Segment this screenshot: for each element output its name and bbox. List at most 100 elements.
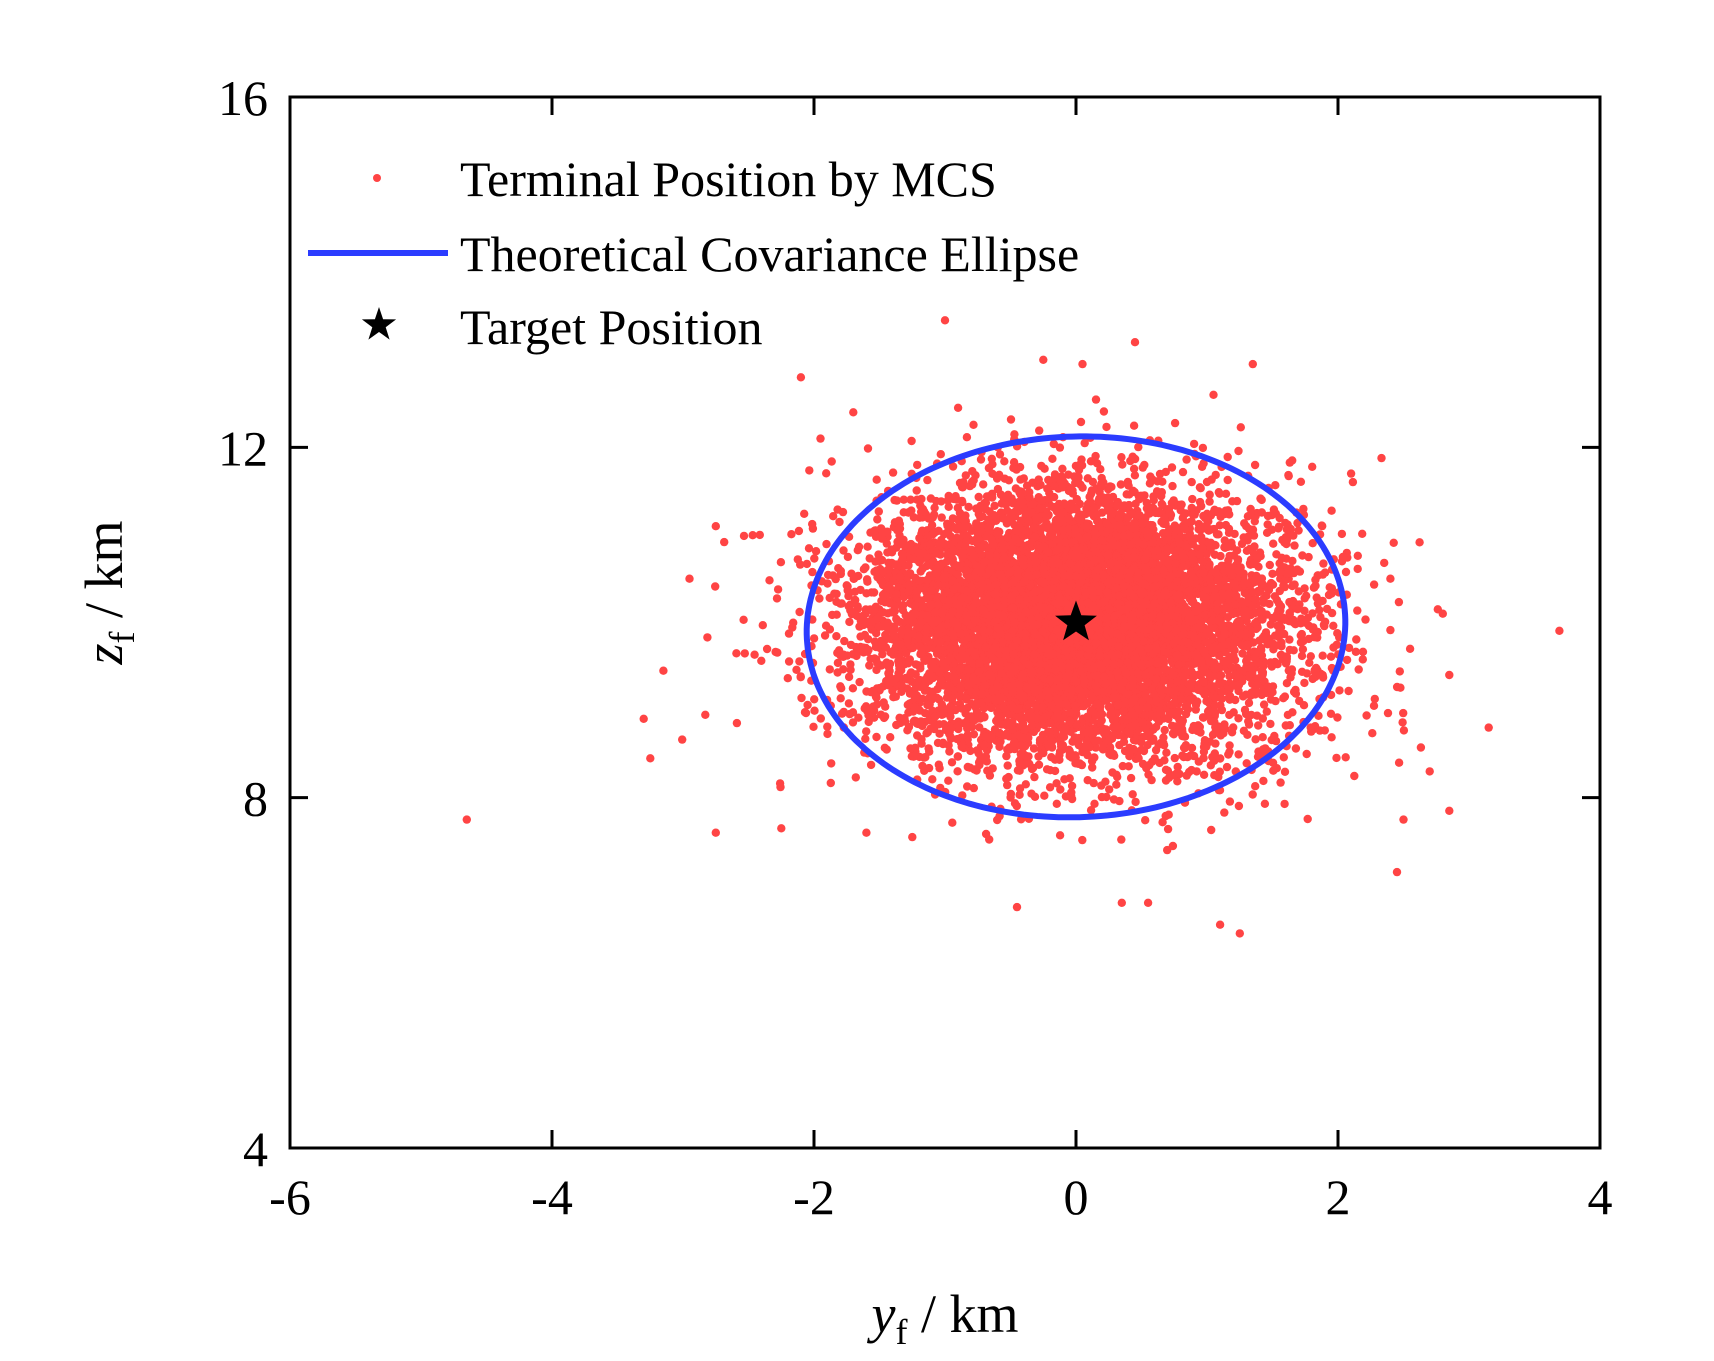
scatter-point (1322, 604, 1332, 614)
scatter-point (964, 502, 973, 512)
scatter-point (1251, 782, 1260, 791)
scatter-point (917, 494, 926, 504)
scatter-point (862, 727, 871, 736)
scatter-point (1289, 646, 1298, 655)
scatter-point (1117, 835, 1126, 844)
scatter-point (859, 565, 869, 574)
scatter-point (1291, 689, 1301, 698)
scatter-point (1099, 407, 1109, 416)
scatter-point (1134, 442, 1143, 452)
scatter-point (794, 526, 804, 536)
scatter-point (935, 729, 944, 738)
scatter-point (1248, 790, 1257, 799)
scatter-point (822, 469, 831, 478)
scatter-point (1297, 651, 1307, 661)
scatter-point (1260, 799, 1270, 808)
scatter-point (1358, 655, 1368, 664)
scatter-point (1225, 797, 1235, 806)
scatter-point (1202, 477, 1212, 487)
scatter-point (861, 734, 870, 743)
scatter-point (1003, 761, 1012, 770)
scatter-point (758, 621, 767, 630)
scatter-point (1234, 750, 1243, 759)
scatter-point (879, 713, 889, 723)
scatter-point (979, 480, 988, 489)
scatter-point (1102, 422, 1111, 432)
scatter-point (1052, 799, 1062, 808)
scatter-point (776, 558, 786, 567)
scatter-point (1056, 785, 1065, 794)
scatter-point (918, 761, 927, 771)
scatter-point (878, 650, 887, 659)
scatter-point (864, 635, 873, 644)
scatter-point (815, 594, 824, 603)
scatter-point (1182, 455, 1191, 464)
scatter-point (1262, 528, 1272, 537)
scatter-point (1269, 539, 1278, 548)
scatter-point (1055, 831, 1065, 840)
scatter-point (1358, 529, 1367, 538)
scatter-point (1276, 778, 1285, 787)
scatter-point (1247, 710, 1256, 720)
scatter-point (1299, 504, 1308, 514)
scatter-point (800, 509, 809, 518)
scatter-point (936, 450, 945, 459)
scatter-point (1240, 519, 1249, 528)
scatter-point (810, 695, 819, 704)
scatter-point (1087, 756, 1097, 766)
scatter-point (1307, 727, 1316, 736)
scatter-point (787, 530, 796, 539)
scatter-point (720, 537, 729, 547)
scatter-point (1394, 597, 1404, 607)
scatter-point (1112, 780, 1121, 789)
scatter-point (1131, 797, 1140, 807)
scatter-point (848, 718, 858, 727)
scatter-point (1198, 443, 1208, 453)
scatter-point (916, 501, 925, 510)
scatter-point (1275, 559, 1284, 568)
scatter-point (1090, 799, 1099, 808)
scatter-point (1030, 792, 1040, 801)
scatter-point (1234, 714, 1243, 723)
scatter-point (1250, 517, 1260, 526)
scatter-point (1353, 606, 1362, 615)
scatter-point (784, 657, 794, 666)
scatter-point (1318, 651, 1327, 660)
scatter-point (969, 783, 978, 793)
scatter-point (776, 782, 785, 792)
scatter-point (874, 507, 883, 516)
scatter-point (1280, 767, 1290, 776)
scatter-point (1353, 564, 1362, 574)
scatter-point (892, 720, 901, 730)
scatter-point (1034, 475, 1043, 484)
scatter-point (773, 585, 783, 594)
scatter-point (837, 684, 846, 693)
scatter-point (1398, 718, 1407, 727)
scatter-point (1130, 471, 1140, 480)
scatter-point (1163, 824, 1173, 834)
scatter-point (1055, 443, 1065, 452)
scatter-point (1189, 439, 1199, 449)
scatter-point (1102, 792, 1111, 802)
scatter-point (1337, 529, 1347, 539)
scatter-point (933, 738, 943, 748)
scatter-point (795, 657, 804, 666)
scatter-point (783, 674, 792, 683)
scatter-point (958, 791, 967, 800)
scatter-point (1279, 753, 1289, 762)
scatter-point (928, 775, 937, 784)
scatter-point (1257, 495, 1266, 505)
scatter-point (886, 733, 895, 742)
scatter-point (1058, 464, 1067, 473)
scatter-point (1179, 752, 1188, 762)
scatter-point (1015, 790, 1024, 799)
scatter-point (1327, 733, 1336, 742)
scatter-point (1258, 714, 1268, 723)
scatter-point (810, 554, 819, 563)
scatter-point (795, 607, 804, 617)
scatter-point (1389, 538, 1398, 547)
scatter-point (1129, 464, 1139, 473)
scatter-point (1395, 667, 1405, 676)
scatter-point (948, 818, 957, 827)
scatter-point (1314, 711, 1323, 720)
